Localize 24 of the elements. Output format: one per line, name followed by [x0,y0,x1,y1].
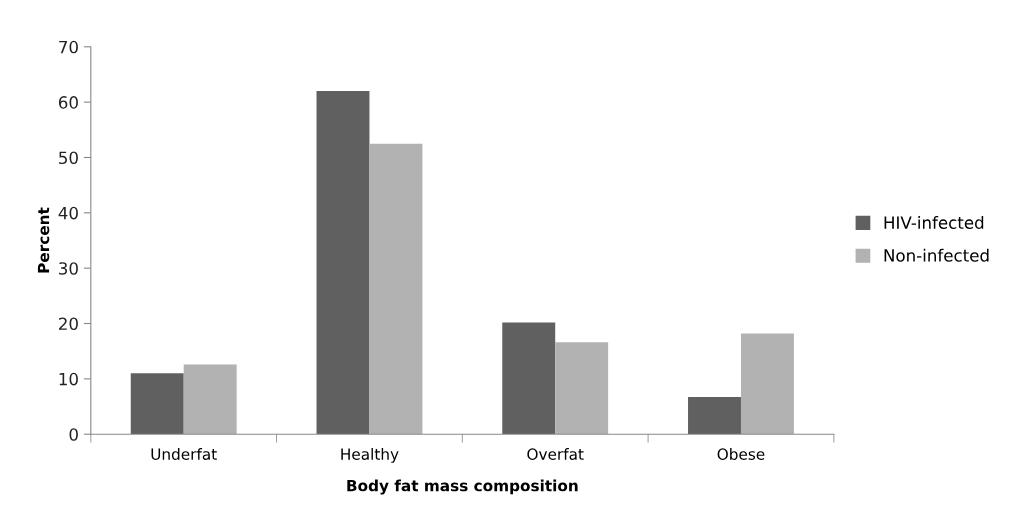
legend-label: Non-infected [884,248,989,262]
bar [369,143,423,435]
bar [316,91,370,435]
y-tick-label: 40 [58,206,78,220]
bar [555,342,609,435]
y-tick-label: 60 [58,96,78,109]
x-tick-label: Overfat [527,448,584,460]
y-tick-label: 30 [59,262,78,275]
y-tick-label: 50 [59,151,78,165]
legend-label: HIV-infected [884,216,984,229]
x-axis-title: Body fat mass composition [347,479,578,495]
x-tick-label: Obese [717,448,765,460]
bar [130,373,184,435]
bar [740,333,794,435]
y-tick-label: 20 [59,317,78,331]
y-tick-label: 10 [59,372,78,386]
bar [502,322,556,435]
x-tick-label: Underfat [151,448,217,460]
bar [688,397,741,435]
x-tick-label: Healthy [341,448,399,463]
y-tick-label: 70 [59,40,78,54]
bar [183,364,237,435]
y-tick-label: 0 [69,428,78,441]
y-axis-title: Percent [37,207,50,273]
